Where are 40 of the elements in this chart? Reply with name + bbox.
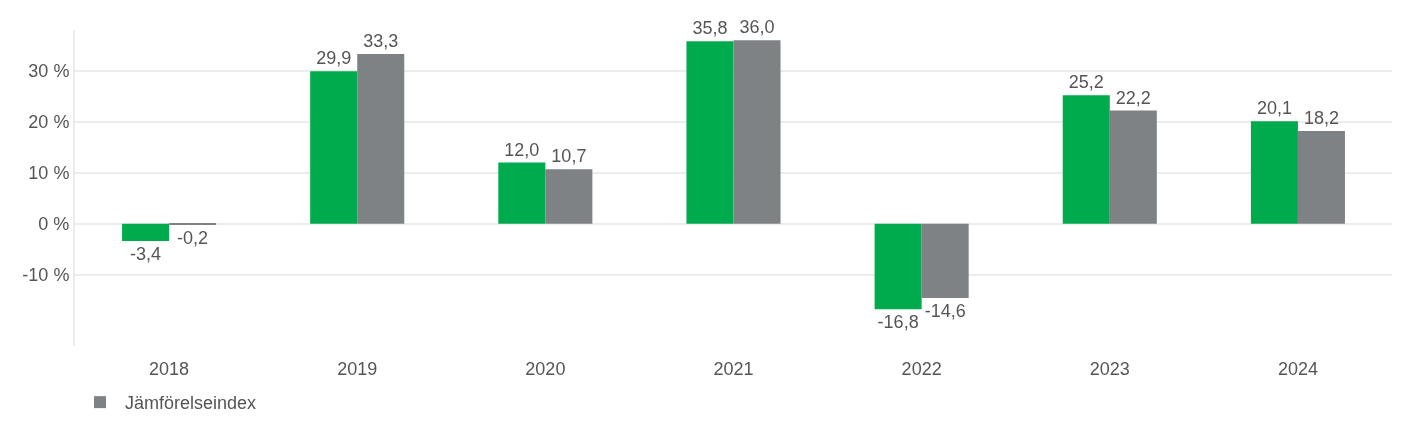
- data-label: 35,8: [692, 18, 728, 39]
- bar: [545, 169, 593, 224]
- x-tick-label: 2022: [901, 359, 942, 379]
- x-tick-label: 2024: [1277, 359, 1318, 379]
- y-tick-label: 0 %: [38, 213, 70, 234]
- y-tick-label: 30 %: [28, 61, 70, 82]
- x-tick-label: 2018: [149, 359, 190, 379]
- bar: [874, 223, 922, 310]
- data-label: 29,9: [316, 48, 352, 69]
- x-tick-label: 2021: [713, 359, 754, 379]
- data-label: 18,2: [1303, 107, 1339, 128]
- bar: [122, 223, 170, 242]
- bar: [357, 53, 405, 224]
- bar: [1297, 130, 1345, 224]
- bar: [1062, 95, 1110, 224]
- data-label: 20,1: [1256, 98, 1292, 119]
- data-label: 22,2: [1115, 87, 1151, 108]
- data-label: -14,6: [924, 301, 966, 322]
- y-tick-label: -10 %: [22, 264, 70, 285]
- bar: [1250, 121, 1298, 224]
- bar: [310, 71, 358, 224]
- legend-label: Jämförelseindex: [125, 393, 257, 414]
- data-label: 10,7: [551, 146, 587, 167]
- data-label: -0,2: [177, 228, 209, 248]
- x-tick-label: 2019: [337, 359, 378, 379]
- data-label: 25,2: [1068, 72, 1104, 93]
- data-label: -3,4: [130, 244, 162, 265]
- y-tick-label: 10 %: [28, 163, 70, 184]
- x-tick-label: 2020: [525, 359, 566, 379]
- bar: [921, 223, 969, 299]
- data-label: 33,3: [363, 30, 399, 51]
- data-label: 12,0: [504, 139, 540, 160]
- bar: [1109, 110, 1157, 224]
- bar: [733, 40, 781, 224]
- data-label: -16,8: [877, 312, 919, 333]
- x-tick-label: 2023: [1089, 359, 1130, 379]
- y-tick-label: 20 %: [28, 112, 70, 133]
- bar: [498, 162, 546, 224]
- bar: [686, 41, 734, 224]
- data-label: 36,0: [739, 17, 775, 38]
